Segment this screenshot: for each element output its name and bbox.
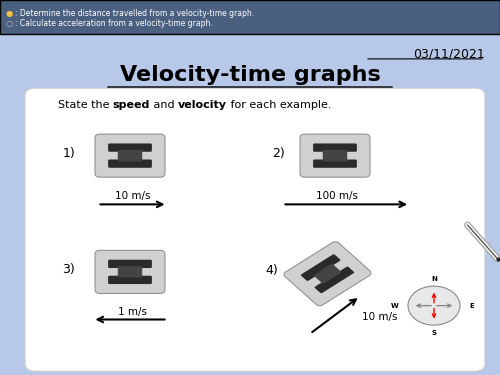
Text: 03/11/2021: 03/11/2021 xyxy=(413,48,485,61)
Text: State the: State the xyxy=(58,100,112,110)
FancyBboxPatch shape xyxy=(108,144,152,152)
Text: N: N xyxy=(431,276,437,282)
FancyBboxPatch shape xyxy=(314,267,354,293)
Text: and: and xyxy=(150,100,178,110)
Circle shape xyxy=(408,286,460,325)
Text: 4): 4) xyxy=(265,264,278,277)
FancyBboxPatch shape xyxy=(313,159,357,168)
FancyBboxPatch shape xyxy=(118,266,142,278)
Text: Velocity-time graphs: Velocity-time graphs xyxy=(120,65,380,85)
Text: 100 m/s: 100 m/s xyxy=(316,191,358,201)
Text: 3): 3) xyxy=(62,264,75,276)
FancyBboxPatch shape xyxy=(0,0,500,34)
FancyBboxPatch shape xyxy=(118,150,142,161)
FancyBboxPatch shape xyxy=(314,264,342,284)
FancyBboxPatch shape xyxy=(301,254,341,281)
Text: 10 m/s: 10 m/s xyxy=(362,312,398,322)
FancyBboxPatch shape xyxy=(323,150,347,161)
Text: for each example.: for each example. xyxy=(227,100,332,110)
FancyBboxPatch shape xyxy=(25,88,485,371)
Text: 1 m/s: 1 m/s xyxy=(118,307,147,317)
FancyBboxPatch shape xyxy=(284,242,371,306)
Text: W: W xyxy=(391,303,399,309)
FancyBboxPatch shape xyxy=(108,260,152,268)
Text: 2): 2) xyxy=(272,147,285,160)
FancyBboxPatch shape xyxy=(313,144,357,152)
FancyBboxPatch shape xyxy=(108,159,152,168)
Text: ●: ● xyxy=(6,9,13,18)
FancyBboxPatch shape xyxy=(95,251,165,293)
Text: 1): 1) xyxy=(62,147,75,160)
Text: S: S xyxy=(432,330,436,336)
Text: : Calculate acceleration from a velocity-time graph.: : Calculate acceleration from a velocity… xyxy=(15,19,213,28)
Text: E: E xyxy=(469,303,474,309)
Text: : Determine the distance travelled from a velocity-time graph.: : Determine the distance travelled from … xyxy=(15,9,254,18)
FancyBboxPatch shape xyxy=(300,134,370,177)
Text: speed: speed xyxy=(112,100,150,110)
Text: 10 m/s: 10 m/s xyxy=(115,191,150,201)
Text: velocity: velocity xyxy=(178,100,227,110)
Text: ○: ○ xyxy=(6,19,13,28)
FancyBboxPatch shape xyxy=(95,134,165,177)
FancyBboxPatch shape xyxy=(108,276,152,284)
